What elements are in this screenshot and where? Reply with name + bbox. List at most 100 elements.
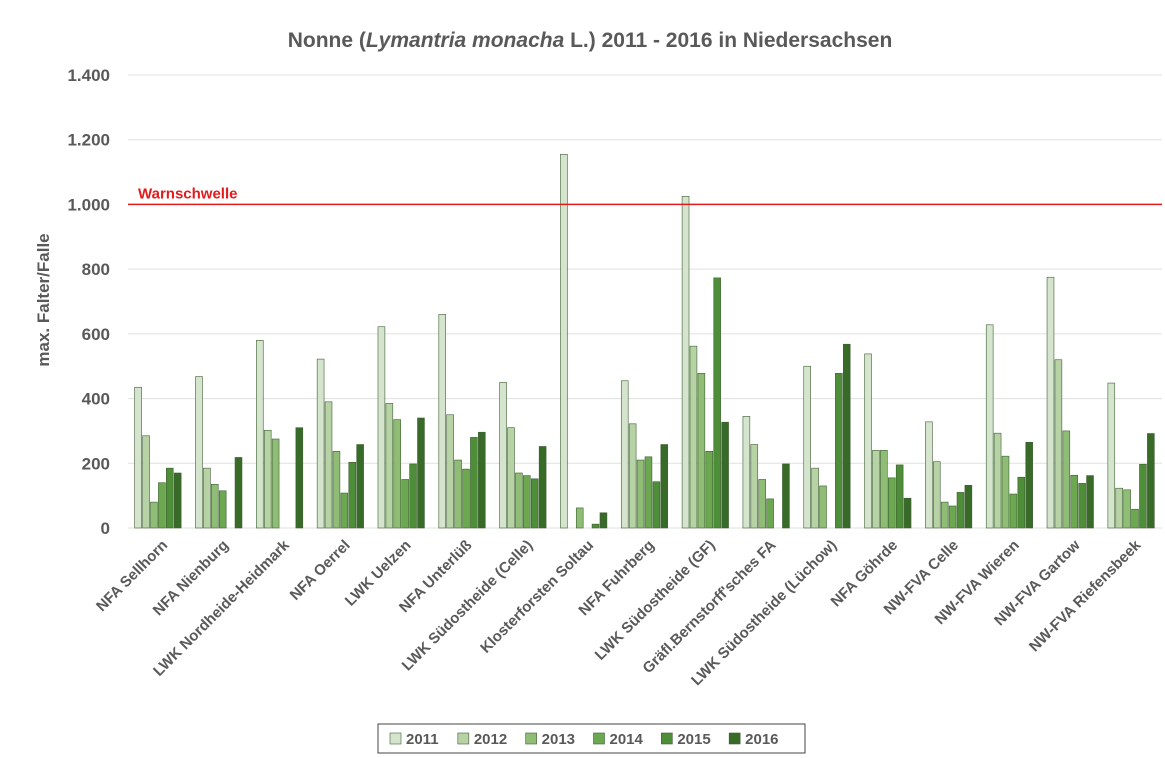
bar	[1086, 475, 1094, 529]
chart-title: Nonne (Lymantria monacha L.) 2011 - 2016…	[288, 29, 893, 52]
x-tick-label: NW-FVA Riefensbeek	[1026, 536, 1145, 655]
bar	[689, 345, 698, 529]
bar	[203, 467, 211, 529]
y-tick-label: 0	[101, 519, 110, 538]
legend-box	[377, 723, 806, 754]
y-tick-label: 200	[82, 454, 110, 473]
bar	[1123, 489, 1131, 529]
bar	[835, 373, 843, 529]
bar	[644, 456, 653, 529]
legend-label: 2012	[474, 731, 507, 748]
bar	[1025, 441, 1033, 529]
bar	[1062, 430, 1071, 529]
bar	[356, 444, 364, 529]
bar	[560, 153, 568, 529]
bar	[636, 459, 645, 529]
bar	[1131, 508, 1139, 529]
bar	[591, 523, 600, 529]
bar	[478, 431, 486, 529]
bar	[1001, 455, 1010, 529]
bar	[895, 464, 904, 529]
bar	[332, 451, 341, 529]
bar	[470, 437, 478, 529]
bar	[956, 492, 965, 529]
y-tick-label: 800	[82, 260, 110, 279]
bar	[742, 416, 751, 529]
bar	[903, 497, 912, 529]
bar	[887, 477, 896, 529]
bar	[758, 479, 766, 529]
bar	[1017, 476, 1026, 529]
bar	[446, 414, 454, 529]
bar	[628, 423, 637, 529]
bar	[681, 196, 690, 529]
bar	[1147, 433, 1155, 529]
bar	[1070, 474, 1078, 529]
bar	[940, 501, 949, 529]
bar	[1009, 493, 1018, 529]
bar	[173, 472, 182, 529]
bar	[348, 462, 356, 529]
bar	[1054, 359, 1063, 529]
bar	[150, 501, 158, 529]
bar	[1139, 463, 1147, 529]
bar	[575, 507, 584, 529]
legend-swatch	[728, 732, 741, 745]
bar	[271, 438, 280, 529]
bar	[256, 340, 264, 529]
bar	[515, 472, 523, 529]
bar	[409, 463, 417, 529]
bar	[340, 492, 349, 529]
bar	[697, 373, 706, 529]
bar	[324, 401, 333, 529]
bar	[1107, 382, 1116, 529]
bar	[316, 358, 325, 529]
bar	[620, 380, 629, 529]
bar	[1078, 483, 1086, 529]
bar	[454, 459, 462, 529]
bar	[782, 463, 790, 529]
bar	[1046, 276, 1055, 529]
legend-label: 2011	[406, 731, 439, 748]
bar	[599, 512, 608, 529]
y-tick-label: 1.400	[67, 66, 110, 85]
title-part: Nonne (	[288, 29, 366, 52]
legend-swatch	[593, 732, 605, 745]
bar	[819, 485, 827, 529]
legend-label: 2013	[542, 731, 575, 748]
bar	[142, 435, 150, 529]
bar	[234, 457, 243, 529]
bar	[295, 427, 304, 529]
bar	[880, 450, 888, 529]
bar	[263, 429, 272, 529]
bar	[842, 343, 851, 529]
x-tick-label: Klosterforsten Soltau	[477, 537, 597, 657]
bar	[385, 403, 394, 529]
bar	[538, 446, 547, 529]
title-part: L.) 2011 - 2016 in Niedersachsen	[564, 29, 892, 52]
bar	[811, 467, 819, 529]
legend-label: 2015	[677, 731, 710, 748]
bar	[158, 482, 166, 529]
bar	[948, 505, 957, 529]
bar	[721, 421, 729, 529]
bar	[462, 468, 470, 529]
bar	[964, 484, 973, 529]
bar	[705, 451, 714, 529]
bar	[195, 376, 203, 529]
legend-swatch	[661, 732, 673, 745]
y-tick-label: 1.200	[67, 131, 110, 150]
bar	[660, 444, 669, 529]
bar	[499, 382, 507, 529]
bar	[166, 467, 174, 529]
bar	[417, 417, 425, 529]
bar	[925, 421, 933, 529]
bar	[713, 277, 721, 529]
y-tick-label: 1.000	[67, 195, 110, 214]
legend-label: 2014	[610, 731, 644, 748]
y-tick-label: 600	[82, 325, 110, 344]
legend-swatch	[525, 732, 537, 745]
x-tick-label: LWK Südostheide (GF)	[592, 537, 719, 664]
legend-label: 2016	[745, 731, 778, 748]
